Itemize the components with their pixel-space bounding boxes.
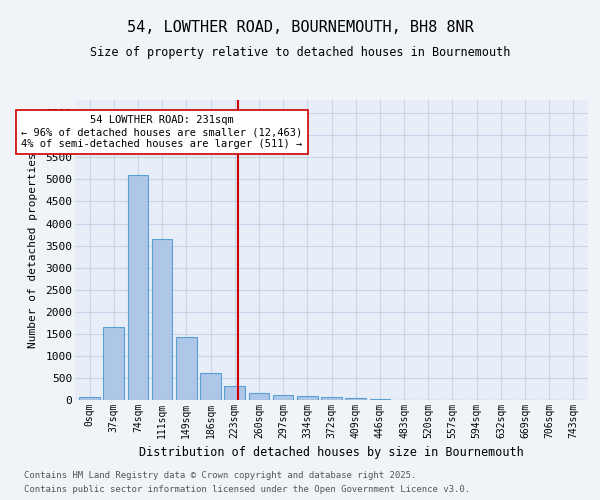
Bar: [273, 395, 293, 400]
Bar: [370, 399, 390, 400]
Bar: [103, 327, 124, 400]
Bar: [200, 372, 221, 400]
Text: 54 LOWTHER ROAD: 231sqm
← 96% of detached houses are smaller (12,463)
4% of semi: 54 LOWTHER ROAD: 231sqm ← 96% of detache…: [22, 116, 303, 148]
Bar: [176, 337, 197, 400]
X-axis label: Distribution of detached houses by size in Bournemouth: Distribution of detached houses by size …: [139, 446, 524, 460]
Text: Contains HM Land Registry data © Crown copyright and database right 2025.: Contains HM Land Registry data © Crown c…: [24, 472, 416, 480]
Bar: [152, 239, 172, 400]
Bar: [128, 175, 148, 400]
Text: Size of property relative to detached houses in Bournemouth: Size of property relative to detached ho…: [90, 46, 510, 59]
Bar: [297, 396, 317, 400]
Bar: [224, 386, 245, 400]
Text: Contains public sector information licensed under the Open Government Licence v3: Contains public sector information licen…: [24, 484, 470, 494]
Bar: [79, 396, 100, 400]
Bar: [346, 398, 366, 400]
Y-axis label: Number of detached properties: Number of detached properties: [28, 152, 38, 348]
Bar: [248, 394, 269, 400]
Bar: [321, 398, 342, 400]
Text: 54, LOWTHER ROAD, BOURNEMOUTH, BH8 8NR: 54, LOWTHER ROAD, BOURNEMOUTH, BH8 8NR: [127, 20, 473, 35]
